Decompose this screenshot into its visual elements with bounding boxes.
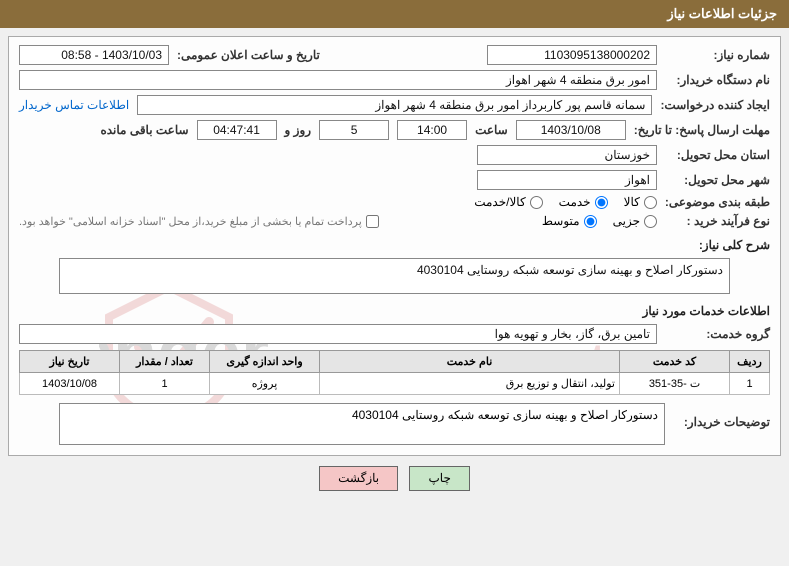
radio-goods[interactable]: کالا xyxy=(624,195,657,209)
buyer-desc-label: توضیحات خریدار: xyxy=(665,403,770,429)
hours-left: 04:47:41 xyxy=(197,120,277,140)
back-button[interactable]: بازگشت xyxy=(319,466,398,491)
buyer-org-label: نام دستگاه خریدار: xyxy=(665,73,770,87)
radio-service[interactable]: خدمت xyxy=(559,195,608,209)
services-heading: اطلاعات خدمات مورد نیاز xyxy=(19,304,770,318)
row-process: نوع فرآیند خرید : جزیی متوسط پرداخت تمام… xyxy=(19,214,770,228)
main-panel: AriaTender .net شماره نیاز: 110309513800… xyxy=(8,36,781,456)
requester-value: سمانه قاسم پور کاربرداز امور برق منطقه 4… xyxy=(137,95,652,115)
summary-label: شرح کلی نیاز: xyxy=(19,238,770,252)
print-button[interactable]: چاپ xyxy=(409,466,469,491)
announce-value: 1403/10/03 - 08:58 xyxy=(19,45,169,65)
deadline-label: مهلت ارسال پاسخ: تا تاریخ: xyxy=(634,123,770,137)
radio-medium-input[interactable] xyxy=(584,215,597,228)
buyer-contact-link[interactable]: اطلاعات تماس خریدار xyxy=(19,98,129,112)
radio-goods-service-input[interactable] xyxy=(530,196,543,209)
th-unit: واحد اندازه گیری xyxy=(210,351,320,373)
row-deadline: مهلت ارسال پاسخ: تا تاریخ: 1403/10/08 سا… xyxy=(19,120,770,140)
row-need-number: شماره نیاز: 1103095138000202 تاریخ و ساع… xyxy=(19,45,770,65)
cell-unit: پروژه xyxy=(210,373,320,395)
payment-note[interactable]: پرداخت تمام یا بخشی از مبلغ خرید،از محل … xyxy=(19,215,379,228)
city-value: اهواز xyxy=(477,170,657,190)
radio-partial-input[interactable] xyxy=(644,215,657,228)
row-buyer-desc: توضیحات خریدار: دستورکار اصلاح و بهینه س… xyxy=(19,403,770,445)
cell-date: 1403/10/08 xyxy=(20,373,120,395)
services-table: ردیف کد خدمت نام خدمت واحد اندازه گیری ت… xyxy=(19,350,770,395)
announce-label: تاریخ و ساعت اعلان عمومی: xyxy=(177,48,320,62)
table-header-row: ردیف کد خدمت نام خدمت واحد اندازه گیری ت… xyxy=(20,351,770,373)
days-count: 5 xyxy=(319,120,389,140)
service-group-label: گروه خدمت: xyxy=(665,327,770,341)
deadline-time: 14:00 xyxy=(397,120,467,140)
cell-qty: 1 xyxy=(120,373,210,395)
row-category: طبقه بندی موضوعی: کالا خدمت کالا/خدمت xyxy=(19,195,770,209)
hours-suffix-label: ساعت باقی مانده xyxy=(100,123,188,137)
city-label: شهر محل تحویل: xyxy=(665,173,770,187)
process-label: نوع فرآیند خرید : xyxy=(665,214,770,228)
table-row: 1 ت -35-351 تولید، انتقال و توزیع برق پر… xyxy=(20,373,770,395)
radio-goods-input[interactable] xyxy=(644,196,657,209)
th-qty: تعداد / مقدار xyxy=(120,351,210,373)
requester-label: ایجاد کننده درخواست: xyxy=(660,98,770,112)
cell-name: تولید، انتقال و توزیع برق xyxy=(320,373,620,395)
cell-row: 1 xyxy=(730,373,770,395)
page-title: جزئیات اطلاعات نیاز xyxy=(667,6,777,21)
radio-service-input[interactable] xyxy=(595,196,608,209)
th-code: کد خدمت xyxy=(620,351,730,373)
radio-partial[interactable]: جزیی xyxy=(613,214,657,228)
buyer-desc-box: دستورکار اصلاح و بهینه سازی توسعه شبکه ر… xyxy=(59,403,665,445)
deadline-date: 1403/10/08 xyxy=(516,120,626,140)
th-name: نام خدمت xyxy=(320,351,620,373)
category-label: طبقه بندی موضوعی: xyxy=(665,195,770,209)
days-and-label: روز و xyxy=(285,123,312,137)
payment-checkbox[interactable] xyxy=(366,215,379,228)
cell-code: ت -35-351 xyxy=(620,373,730,395)
radio-medium[interactable]: متوسط xyxy=(542,214,597,228)
row-buyer-org: نام دستگاه خریدار: امور برق منطقه 4 شهر … xyxy=(19,70,770,90)
row-city: شهر محل تحویل: اهواز xyxy=(19,170,770,190)
need-number-value: 1103095138000202 xyxy=(487,45,657,65)
province-label: استان محل تحویل: xyxy=(665,148,770,162)
th-row: ردیف xyxy=(730,351,770,373)
time-label: ساعت xyxy=(475,123,508,137)
row-requester: ایجاد کننده درخواست: سمانه قاسم پور کارب… xyxy=(19,95,770,115)
province-value: خوزستان xyxy=(477,145,657,165)
summary-box: دستورکار اصلاح و بهینه سازی توسعه شبکه ر… xyxy=(59,258,730,294)
radio-goods-service[interactable]: کالا/خدمت xyxy=(474,195,542,209)
page-header: جزئیات اطلاعات نیاز xyxy=(0,0,789,28)
row-service-group: گروه خدمت: تامین برق، گاز، بخار و تهویه … xyxy=(19,324,770,344)
service-group-value: تامین برق، گاز، بخار و تهویه هوا xyxy=(19,324,657,344)
process-radio-group: جزیی متوسط xyxy=(542,214,657,228)
button-row: چاپ بازگشت xyxy=(0,466,789,491)
category-radio-group: کالا خدمت کالا/خدمت xyxy=(474,195,657,209)
buyer-org-value: امور برق منطقه 4 شهر اهواز xyxy=(19,70,657,90)
row-province: استان محل تحویل: خوزستان xyxy=(19,145,770,165)
need-number-label: شماره نیاز: xyxy=(665,48,770,62)
th-date: تاریخ نیاز xyxy=(20,351,120,373)
